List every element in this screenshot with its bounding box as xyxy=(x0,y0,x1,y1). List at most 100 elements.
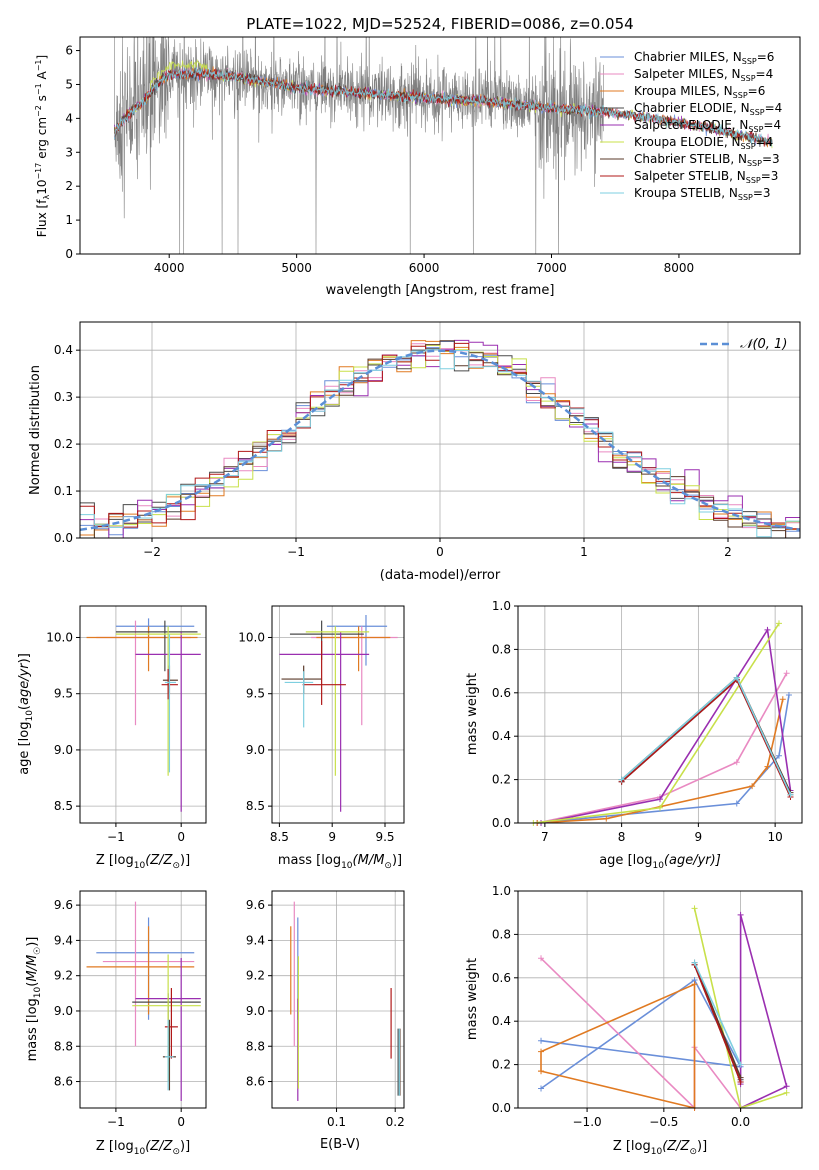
y-tick-label: 0.3 xyxy=(54,390,73,404)
x-tick-label: 9 xyxy=(328,830,336,844)
x-tick-label: −1 xyxy=(107,830,125,844)
weight-point xyxy=(538,1068,545,1075)
weight-point xyxy=(657,804,663,811)
y-tick-label: 2 xyxy=(65,179,73,193)
y-tick-label: 3 xyxy=(65,145,73,159)
gauss-curve xyxy=(79,349,801,532)
weight-point xyxy=(733,759,740,766)
x-tick-label: −0.5 xyxy=(649,1115,678,1129)
z-mass-xlabel: Z [log10(Z/Z⊙)] xyxy=(96,1139,190,1157)
y-tick-label: 10.0 xyxy=(238,630,265,644)
x-tick-label: 0 xyxy=(177,830,185,844)
weight-point xyxy=(779,696,786,703)
weight-point xyxy=(538,1048,545,1055)
y-tick-label: 8.8 xyxy=(54,1039,73,1053)
y-tick-label: 9.4 xyxy=(246,933,265,947)
mass-age-plot-area xyxy=(272,606,404,823)
y-tick-label: 8.5 xyxy=(246,799,265,813)
legend-label: Chabrier STELIB, NSSP=3 xyxy=(634,152,780,168)
z-age-plot-area xyxy=(80,606,206,823)
z-age-ylabel: age [log10(age/yr)] xyxy=(17,653,35,775)
y-tick-label: 0.0 xyxy=(492,1101,511,1115)
z-mass-frame xyxy=(79,890,207,1109)
y-tick-label: 8.5 xyxy=(54,799,73,813)
weight-series-line xyxy=(537,699,784,824)
mass-age-ticks: 8.5 9 9.5 8.5 9.0 9.5 10.0 xyxy=(238,630,394,844)
weight-series-line xyxy=(537,672,788,824)
x-tick-label: 9 xyxy=(695,830,703,844)
z-weight-ylabel: mass weight xyxy=(465,958,480,1040)
spectrum-panel: PLATE=1022, MJD=52524, FIBERID=0086, z=0… xyxy=(34,15,801,298)
z-age-panel: −1 0 8.5 9.0 9.5 10.0 Z [log10(Z/Z⊙)] age [lo… xyxy=(17,605,207,871)
age-weight-ylabel: mass weight xyxy=(465,673,480,755)
weight-point xyxy=(783,1083,790,1090)
ebv-mass-panel: 0.1 0.2 8.6 8.8 9.0 9.2 9.4 9.6 E(B-V) xyxy=(246,890,405,1152)
legend-label: Kroupa ELODIE, NSSP=4 xyxy=(634,135,773,151)
histogram-series xyxy=(80,340,800,539)
weight-point xyxy=(775,620,782,627)
histogram-series xyxy=(80,344,800,539)
y-tick-label: 9.6 xyxy=(54,898,73,912)
y-tick-label: 9.4 xyxy=(54,933,73,947)
x-tick-label: 0.1 xyxy=(327,1115,346,1129)
age-weight-xlabel: age [log10(age/yr)] xyxy=(599,853,721,871)
y-tick-label: 9.0 xyxy=(246,743,265,757)
x-tick-label: 6000 xyxy=(409,261,440,275)
weight-point xyxy=(764,763,771,770)
z-age-frame xyxy=(79,605,207,824)
spectrum-plot-area xyxy=(114,37,773,254)
spectrum-xlabel: wavelength [Angstrom, rest frame] xyxy=(326,283,555,298)
ebv-mass-xlabel: E(B-V) xyxy=(320,1137,360,1152)
age-weight-ticks: 7 8 9 10 0.0 0.2 0.4 0.6 0.8 1.0 xyxy=(492,599,783,844)
legend-label: Chabrier ELODIE, NSSP=4 xyxy=(634,101,782,117)
weight-point xyxy=(737,911,744,918)
weight-series-line xyxy=(693,964,742,1083)
y-tick-label: 9.2 xyxy=(246,969,265,983)
spectrum-data-line xyxy=(114,37,604,254)
age-weight-frame xyxy=(517,605,803,824)
y-tick-label: 9.2 xyxy=(54,969,73,983)
z-mass-plot-area xyxy=(80,891,206,1108)
mass-age-xlabel: mass [log10(M/M⊙)] xyxy=(278,853,402,871)
weight-point xyxy=(783,1089,790,1096)
z-mass-panel: −1 0 8.6 8.8 9.0 9.2 9.4 9.6 Z [log10(Z/Z⊙)] ma… xyxy=(25,890,207,1157)
weight-point xyxy=(775,752,782,759)
weight-series-line xyxy=(540,978,743,1090)
weight-series-line xyxy=(540,983,696,1110)
y-tick-label: 1 xyxy=(65,213,73,227)
x-tick-label: 0 xyxy=(436,545,444,559)
weight-point xyxy=(538,955,545,962)
y-tick-label: 0.2 xyxy=(54,437,73,451)
weight-series-line xyxy=(693,962,742,1065)
y-tick-label: 0.0 xyxy=(492,816,511,830)
y-tick-label: 0 xyxy=(65,247,73,261)
legend-label: Kroupa STELIB, NSSP=3 xyxy=(634,186,771,202)
weight-point xyxy=(618,776,625,783)
y-tick-label: 5 xyxy=(65,77,73,91)
z-weight-xlabel: Z [log10(Z/Z⊙)] xyxy=(613,1139,707,1157)
mass-age-frame xyxy=(271,605,405,824)
weight-point xyxy=(764,626,771,633)
weight-point xyxy=(657,796,663,803)
z-age-xlabel: Z [log10(Z/Z⊙)] xyxy=(96,853,190,871)
x-tick-label: 4000 xyxy=(154,261,185,275)
y-tick-label: 8.6 xyxy=(54,1075,73,1089)
y-tick-label: 0.8 xyxy=(492,642,511,656)
spectrum-lines xyxy=(114,37,773,254)
y-tick-label: 9.5 xyxy=(54,687,73,701)
z-mass-ticks: −1 0 8.6 8.8 9.0 9.2 9.4 9.6 xyxy=(54,898,185,1129)
residuals-ticks: −2 −1 0 1 2 0.0 0.1 0.2 0.3 0.4 xyxy=(54,343,732,559)
x-tick-label: −1 xyxy=(107,1115,125,1129)
x-tick-label: 0.2 xyxy=(386,1115,405,1129)
spectrum-title: PLATE=1022, MJD=52524, FIBERID=0086, z=0… xyxy=(246,15,633,33)
y-tick-label: 0.2 xyxy=(492,1058,511,1072)
y-tick-label: 0.6 xyxy=(492,686,511,700)
residuals-ylabel: Normed distribution xyxy=(28,365,43,495)
y-tick-label: 10.0 xyxy=(46,630,73,644)
y-tick-label: 4 xyxy=(65,111,73,125)
x-tick-label: 1 xyxy=(580,545,588,559)
z-weight-panel: −1.0 −0.5 0.0 0.0 0.2 0.4 0.6 0.8 1.0 Z [log10(Z… xyxy=(465,884,803,1157)
x-tick-label: −2 xyxy=(143,545,161,559)
x-tick-label: 7000 xyxy=(536,261,567,275)
